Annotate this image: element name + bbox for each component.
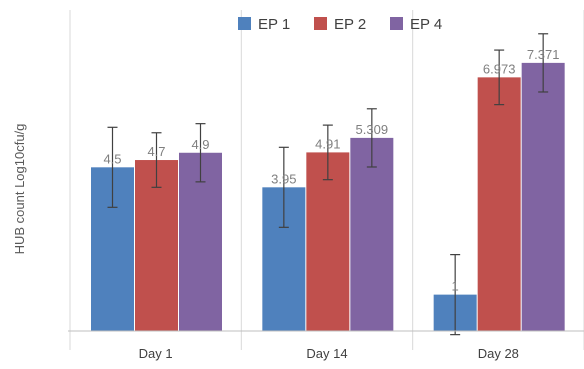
plot-area: 4.5 4.7 4.9 Day 1 3.95 4.91 5.309 Day 14 1 6.973 7… <box>68 10 584 361</box>
data-label: 4.9 <box>191 137 209 152</box>
legend-item: EP 4 <box>390 16 442 33</box>
legend-swatch <box>314 17 327 30</box>
x-tick-label: Day 28 <box>478 346 519 361</box>
data-label: 3.95 <box>271 171 296 186</box>
data-label: 1 <box>452 279 459 294</box>
data-label: 4.5 <box>103 151 121 166</box>
bar-ep-2-day-28 <box>477 77 521 332</box>
legend-item: EP 1 <box>238 16 290 33</box>
legend-label: EP 4 <box>410 16 442 33</box>
x-tick-label: Day 1 <box>139 346 173 361</box>
bar-ep-4-day-1 <box>179 152 222 331</box>
data-label: 6.973 <box>483 61 516 76</box>
legend-item: EP 2 <box>314 16 366 33</box>
data-label: 4.7 <box>147 144 165 159</box>
legend-swatch <box>238 17 251 30</box>
data-label: 5.309 <box>356 122 389 137</box>
bar-ep-4-day-28 <box>521 62 565 331</box>
legend: EP 1 EP 2 EP 4 <box>238 16 442 33</box>
legend-label: EP 1 <box>258 16 290 33</box>
bar-ep-2-day-1 <box>135 160 178 331</box>
legend-swatch <box>390 17 403 30</box>
x-tick-label: Day 14 <box>306 346 347 361</box>
data-label: 7.371 <box>527 47 560 62</box>
data-label: 4.91 <box>315 136 340 151</box>
bar-ep-4-day-14 <box>350 137 394 331</box>
legend-label: EP 2 <box>334 16 366 33</box>
bar-ep-2-day-14 <box>306 152 350 331</box>
y-axis-label: HUB count Log10cfu/g <box>12 124 27 255</box>
